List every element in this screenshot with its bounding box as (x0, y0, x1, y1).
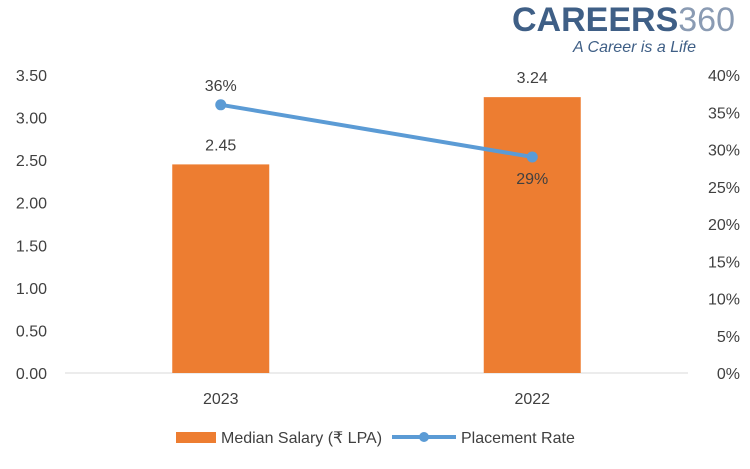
logo-number-text: 360 (678, 1, 735, 39)
bar-median-salary-2023 (172, 164, 270, 373)
y-right-tick-label: 10% (708, 292, 740, 309)
y-left-tick-label: 0.50 (16, 323, 47, 340)
placement-rate-point-2022 (526, 151, 538, 163)
y-right-tick-label: 40% (708, 68, 740, 85)
y-left-tick-label: 3.00 (16, 111, 47, 128)
bar-series: 2.45 3.24 (172, 70, 581, 373)
y-right-tick-label: 35% (708, 105, 740, 122)
y-left-tick-label: 1.00 (16, 281, 47, 298)
placement-rate-line (218, 102, 535, 159)
logo-brand: CAREERS360 (512, 1, 735, 39)
careers360-logo: CAREERS360 A Career is a Life (512, 1, 735, 56)
y-left-tick-label: 0.00 (16, 366, 47, 383)
legend-marker-placement-rate (419, 432, 429, 442)
legend-swatch-median-salary (176, 432, 216, 443)
y-right-tick-label: 15% (708, 254, 740, 271)
line-data-label: 29% (516, 171, 548, 188)
y-left-tick-label: 2.50 (16, 153, 47, 170)
y-right-tick-label: 30% (708, 143, 740, 160)
y-right-tick-label: 0% (717, 366, 740, 383)
bar-median-salary-2022 (483, 97, 581, 373)
right-axis: 0% 5% 10% 15% 20% 25% 30% 35% 40% (708, 68, 740, 383)
bar-data-label: 3.24 (517, 70, 548, 87)
logo-tagline: A Career is a Life (572, 39, 696, 56)
placement-rate-point-2023 (215, 99, 227, 111)
legend-label-placement-rate: Placement Rate (461, 430, 575, 447)
bar-data-label: 2.45 (205, 137, 236, 154)
y-left-tick-label: 2.00 (16, 196, 47, 213)
line-data-label: 36% (205, 78, 237, 95)
y-right-tick-label: 20% (708, 217, 740, 234)
y-left-tick-label: 3.50 (16, 68, 47, 85)
y-right-tick-label: 5% (717, 329, 740, 346)
y-left-tick-label: 1.50 (16, 238, 47, 255)
y-right-tick-label: 25% (708, 180, 740, 197)
x-tick-label: 2022 (514, 391, 550, 408)
left-axis: 0.00 0.50 1.00 1.50 2.00 2.50 3.00 3.50 (16, 68, 47, 383)
line-series: 36% 29% (205, 78, 549, 188)
legend: Median Salary (₹ LPA) Placement Rate (176, 430, 575, 447)
logo-brand-text: CAREERS (512, 1, 678, 39)
x-axis-ticks: 2023 2022 (203, 391, 550, 408)
legend-label-median-salary: Median Salary (₹ LPA) (221, 430, 382, 447)
x-tick-label: 2023 (203, 391, 239, 408)
